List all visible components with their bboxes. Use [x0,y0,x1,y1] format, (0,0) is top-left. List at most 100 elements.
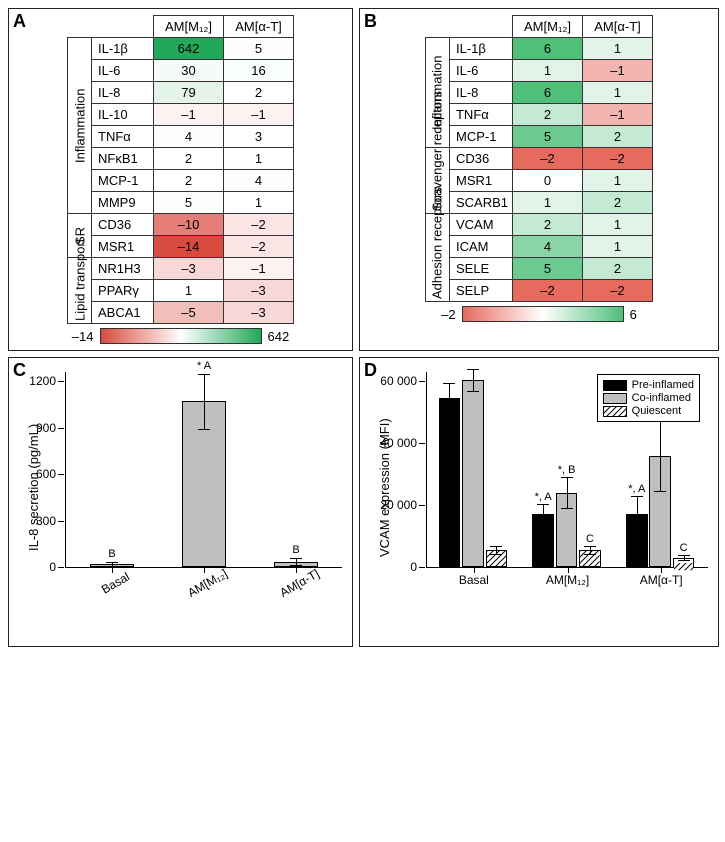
heatmap-cell: –2 [513,148,583,170]
row-label: IL-1β [92,38,154,60]
colorbar-gradient [462,306,624,322]
legend-swatch [603,393,627,404]
row-label: IL-1β [449,38,512,60]
heatmap-cell: 6 [513,38,583,60]
bar [439,398,461,567]
heatmap-cell: 2 [224,82,294,104]
row-group-label: Adhesion receptors [425,214,449,302]
panel-a-label: A [13,11,26,32]
sig-label: *, A [535,491,552,503]
xtick-label: AM[α-T] [277,566,321,600]
heatmap-cell: 1 [513,60,583,82]
row-label: IL-6 [449,60,512,82]
grouped-bar-chart: 020 00040 00060 000VCAM expression (MFI)… [426,372,708,568]
panel-c-label: C [13,360,26,381]
heatmap-cell: –14 [154,236,224,258]
ytick-label: 0 [49,560,66,574]
heatmap-cell: 2 [513,104,583,126]
heatmap-cell: –1 [224,258,294,280]
heatmap-cell: –2 [583,280,653,302]
row-label: NR1H3 [92,258,154,280]
row-label: NFκB1 [92,148,154,170]
row-label: SCARB1 [449,192,512,214]
heatmap-cell: –1 [583,104,653,126]
legend-label: Pre-inflamed [632,379,694,391]
heatmap-cell: 5 [513,126,583,148]
colorbar-min: –14 [72,329,94,344]
row-label: MCP-1 [92,170,154,192]
ytick-label: 0 [410,560,427,574]
ytick-label: 60 000 [380,374,427,388]
panel-d: D 020 00040 00060 000VCAM expression (MF… [359,357,719,647]
heatmap-cell: –2 [513,280,583,302]
panel-b: B AM[M₁₂]AM[α-T]InflammationIL-1β61IL-61… [359,8,719,351]
xtick-label: AM[α-T] [640,573,683,587]
row-label: MSR1 [449,170,512,192]
row-label: MMP9 [92,192,154,214]
heatmap-cell: 2 [513,214,583,236]
colorbar-min: –2 [441,307,455,322]
heatmap-cell: 4 [513,236,583,258]
ytick-label: 1200 [29,374,66,388]
heatmap-cell: –2 [224,236,294,258]
heatmap-cell: 1 [224,192,294,214]
row-label: SELE [449,258,512,280]
heatmap-cell: 5 [224,38,294,60]
column-header: AM[α-T] [224,16,294,38]
column-header: AM[M₁₂] [513,16,583,38]
legend-label: Quiescent [632,405,682,417]
colorbar-max: 642 [268,329,290,344]
heatmap-cell: 2 [154,148,224,170]
sig-label: C [680,542,688,554]
sig-label: *, A [628,483,645,495]
heatmap-cell: 4 [224,170,294,192]
bar [462,380,484,567]
heatmap-cell: 1 [583,38,653,60]
heatmap-table: AM[M₁₂]AM[α-T]InflammationIL-1β6425IL-63… [67,15,294,324]
xtick-label: AM[M₁₂] [185,566,230,600]
heatmap-cell: –1 [154,104,224,126]
heatmap-cell: 16 [224,60,294,82]
xtick-label: Basal [459,573,489,587]
sig-label: *, B [558,464,576,476]
y-axis-label: VCAM expression (MFI) [377,419,392,558]
heatmap-cell: 2 [583,126,653,148]
heatmap-cell: 642 [154,38,224,60]
colorbar-gradient [100,328,262,344]
heatmap-cell: 1 [583,170,653,192]
sig-label: * A [197,360,211,372]
heatmap-cell: 4 [154,126,224,148]
heatmap-cell: 5 [154,192,224,214]
row-label: IL-10 [92,104,154,126]
y-axis-label: IL-8 secretion (pg/mL) [26,424,41,551]
row-label: VCAM [449,214,512,236]
heatmap-cell: 1 [224,148,294,170]
heatmap-table: AM[M₁₂]AM[α-T]InflammationIL-1β61IL-61–1… [425,15,653,302]
row-label: TNFα [449,104,512,126]
heatmap-cell: –2 [583,148,653,170]
colorbar: –14 642 [13,328,348,344]
heatmap-cell: 3 [224,126,294,148]
heatmap-cell: 79 [154,82,224,104]
legend-swatch [603,380,627,391]
heatmap-cell: 0 [513,170,583,192]
heatmap-cell: 1 [583,82,653,104]
column-header: AM[M₁₂] [154,16,224,38]
colorbar: –26 [364,306,714,322]
heatmap-cell: 2 [154,170,224,192]
panel-d-label: D [364,360,377,381]
heatmap-cell: 1 [583,214,653,236]
panel-c: C 03006009001200IL-8 secretion (pg/mL)BB… [8,357,353,647]
heatmap-cell: 2 [583,192,653,214]
bar-chart: 03006009001200IL-8 secretion (pg/mL)BBas… [65,372,342,568]
legend: Pre-inflamedCo-inflamedQuiescent [597,374,700,422]
row-label: IL-8 [449,82,512,104]
heatmap-cell: –10 [154,214,224,236]
row-label: ICAM [449,236,512,258]
row-group-label: Inflammation [68,38,92,214]
sig-label: B [108,548,115,560]
row-label: IL-6 [92,60,154,82]
heatmap-cell: 2 [583,258,653,280]
heatmap-cell: –3 [224,302,294,324]
heatmap-cell: 1 [513,192,583,214]
